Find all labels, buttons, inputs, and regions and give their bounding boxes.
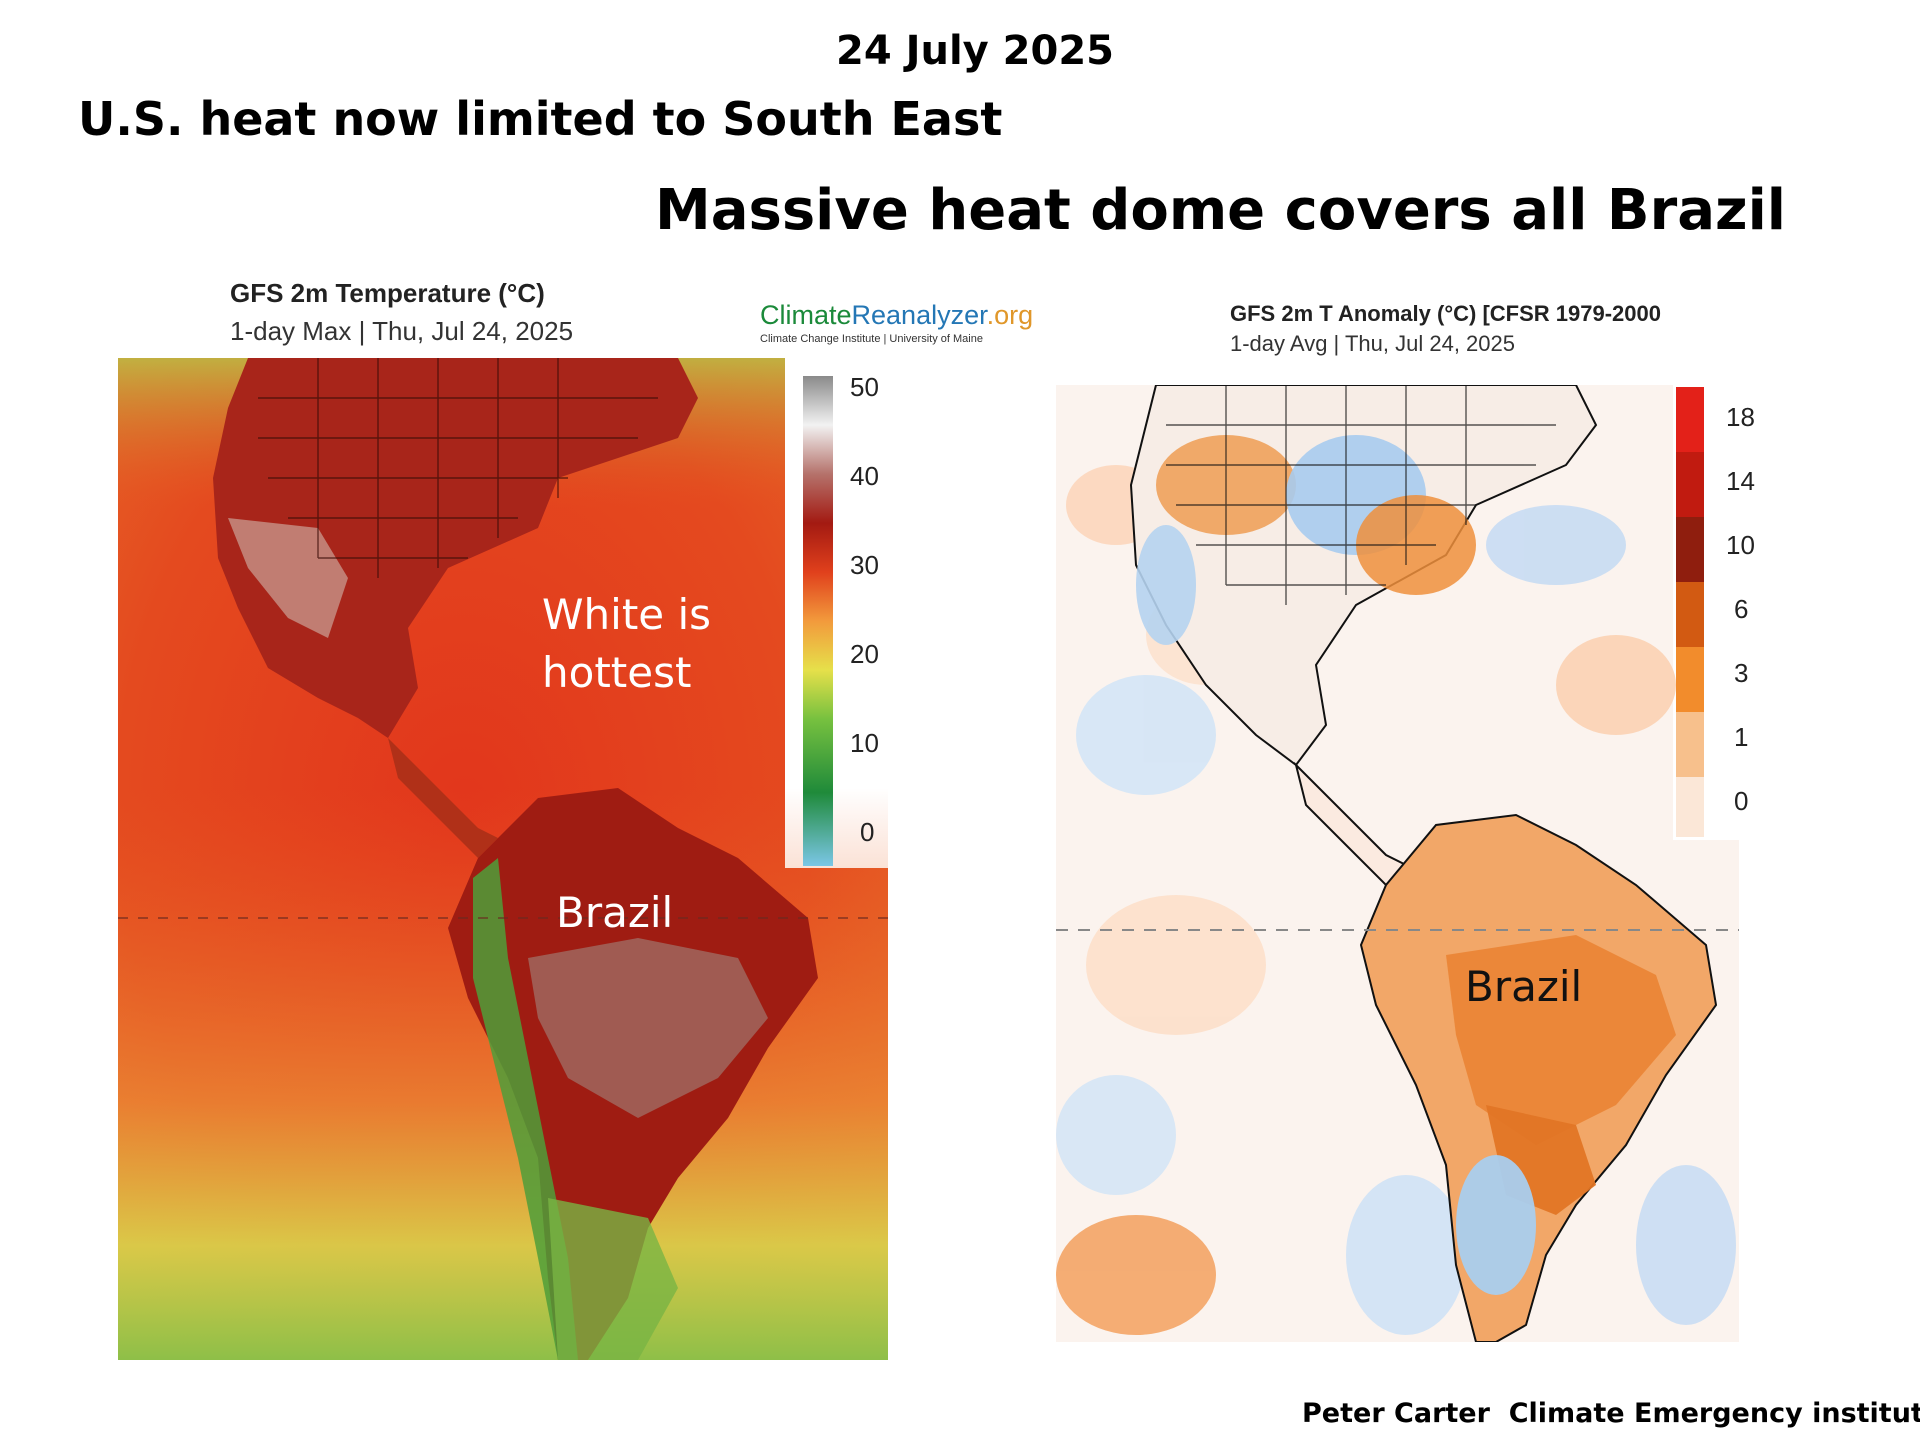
- climate-reanalyzer-logo: ClimateReanalyzer.org Climate Change Ins…: [760, 300, 1034, 345]
- right-colorbar-tick-14: 14: [1726, 466, 1755, 496]
- date-heading: 24 July 2025: [836, 28, 1114, 74]
- left-colorbar-tick-50: 50: [850, 372, 879, 402]
- left-map-subtitle: 1-day Max | Thu, Jul 24, 2025: [230, 316, 574, 346]
- brazil-heat-headline: Massive heat dome covers all Brazil: [655, 178, 1786, 243]
- right-colorbar-tick-6: 6: [1734, 594, 1749, 624]
- left-colorbar-tick-40: 40: [850, 461, 879, 491]
- right-map-subtitle: 1-day Avg | Thu, Jul 24, 2025: [1230, 331, 1515, 356]
- us-heat-headline: U.S. heat now limited to South East: [78, 92, 1003, 146]
- right-colorbar-tick-0: 0: [1734, 786, 1749, 816]
- left-map-title: GFS 2m Temperature (°C): [230, 278, 545, 308]
- right-map-title: GFS 2m T Anomaly (°C) [CFSR 1979-2000: [1230, 301, 1661, 326]
- north-america-land: [213, 358, 698, 738]
- right-colorbar-tick-18: 18: [1726, 402, 1755, 432]
- anomaly-colorbar: [1676, 387, 1704, 837]
- left-colorbar-tick-30: 30: [850, 550, 879, 580]
- right-brazil-label: Brazil: [1465, 962, 1583, 1011]
- left-colorbar-tick-10: 10: [850, 728, 879, 758]
- right-colorbar-tick-1: 1: [1734, 722, 1749, 752]
- right-colorbar-tick-3: 3: [1734, 658, 1749, 688]
- author-credit: Peter Carter Climate Emergency institute: [1302, 1398, 1920, 1429]
- left-brazil-label: Brazil: [556, 888, 674, 937]
- temperature-anomaly-map: [1056, 385, 1739, 1342]
- left-colorbar-tick-0: 0: [860, 817, 875, 847]
- white-is-hottest-annotation: White is hottest: [542, 590, 712, 697]
- temperature-map: [118, 358, 888, 1360]
- left-colorbar-tick-20: 20: [850, 639, 879, 669]
- temperature-colorbar: [803, 376, 833, 866]
- right-colorbar-tick-10: 10: [1726, 530, 1755, 560]
